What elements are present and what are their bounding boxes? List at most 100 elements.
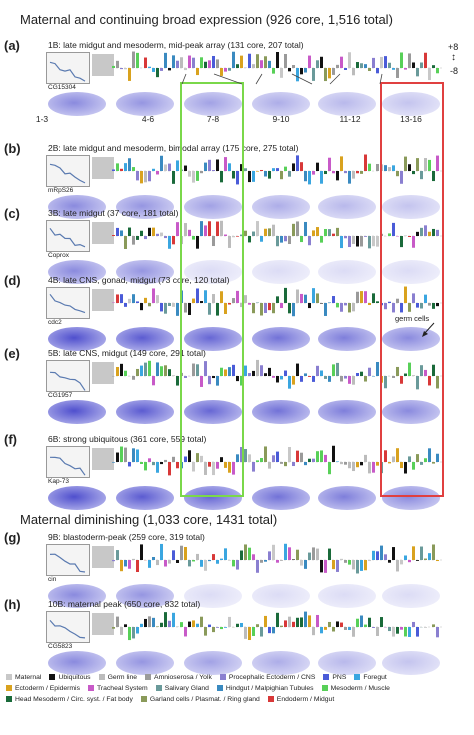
annotation-bar (292, 223, 295, 236)
annotation-bar (420, 62, 423, 68)
maternal-block (92, 222, 114, 244)
annotation-bar-strip (112, 611, 442, 641)
annotation-bar (428, 68, 431, 81)
annotation-bar (236, 454, 239, 462)
annotation-bar (180, 545, 183, 560)
annotation-bar (360, 63, 363, 68)
annotation-bar (424, 52, 427, 68)
annotation-bar (424, 369, 427, 376)
annotation-bar (188, 560, 191, 567)
annotation-bar (248, 236, 251, 243)
legend-swatch (98, 674, 105, 681)
legend-swatch (216, 685, 223, 692)
annotation-bar (312, 230, 315, 236)
annotation-bar (264, 446, 267, 462)
legend-item: Ubiquitous (49, 672, 91, 683)
panel-label: (g) (4, 530, 21, 545)
annotation-bar (188, 229, 191, 236)
annotation-bar (120, 446, 123, 462)
annotation-bar (368, 367, 371, 376)
annotation-bar (404, 68, 407, 70)
annotation-bar (220, 220, 223, 236)
annotation-bar (364, 624, 367, 627)
annotation-bar (328, 621, 331, 627)
stage-label-6: 13-16 (400, 114, 422, 124)
legend-label: Endoderm / Midgut (276, 696, 335, 703)
annotation-bar (148, 303, 151, 307)
annotation-bar (140, 171, 143, 184)
embryo-image (48, 327, 106, 351)
expression-profile-thumbnail (46, 220, 90, 252)
annotation-bar (264, 560, 267, 562)
legend-item: Maternal (6, 672, 41, 683)
gene-name: mRpS26 (48, 187, 74, 194)
annotation-bar (132, 236, 135, 245)
annotation-bar (432, 544, 435, 560)
annotation-bar (140, 462, 143, 464)
legend-item: Garland cells / Plasmat. / Ring gland (140, 694, 260, 705)
germ-cells-annotation: germ cells (395, 314, 430, 323)
annotation-bar-strip (112, 51, 442, 82)
annotation-bar (380, 545, 383, 560)
annotation-bar (392, 165, 395, 171)
annotation-bar (292, 163, 295, 171)
annotation-bar (172, 303, 175, 307)
annotation-bar (376, 68, 379, 74)
annotation-bar (288, 616, 291, 627)
annotation-bar (332, 68, 335, 75)
annotation-bar (404, 286, 407, 303)
annotation-bar (412, 62, 415, 68)
annotation-bar (168, 462, 171, 476)
annotation-bar (320, 370, 323, 376)
annotation-bar (284, 236, 287, 242)
embryo-image (252, 195, 310, 219)
legend-swatch (321, 685, 328, 692)
annotation-bar (152, 288, 155, 303)
annotation-bar (140, 623, 143, 627)
annotation-bar (156, 171, 159, 175)
annotation-bar (260, 236, 263, 242)
annotation-bar (352, 560, 355, 570)
annotation-bar (200, 376, 203, 387)
annotation-bar (356, 171, 359, 174)
annotation-bar (348, 171, 351, 184)
panel-description: 6B: strong ubiquitous (361 core, 559 tot… (48, 434, 207, 444)
embryo-image (382, 584, 440, 608)
annotation-bar (436, 229, 439, 236)
annotation-bar (144, 236, 147, 240)
annotation-bar (156, 462, 159, 473)
annotation-bar (268, 228, 271, 236)
expression-profile-thumbnail (46, 544, 90, 576)
scale-top-label: +8 (448, 42, 459, 52)
annotation-bar (268, 551, 271, 560)
annotation-bar (400, 627, 403, 630)
annotation-bar (400, 236, 403, 248)
annotation-bar (300, 236, 303, 243)
annotation-bar (420, 303, 423, 309)
annotation-bar (240, 622, 243, 627)
connector-line (213, 73, 243, 85)
legend-label: Head Mesoderm / Circ. syst. / Fat body (15, 696, 133, 703)
annotation-bar (228, 68, 231, 71)
annotation-bar (156, 68, 159, 78)
embryo-image (382, 92, 440, 116)
embryo-image (184, 327, 242, 351)
annotation-bar (132, 627, 135, 639)
annotation-bar (308, 376, 311, 377)
annotation-bar (300, 68, 303, 75)
annotation-bar (148, 360, 151, 376)
annotation-bar (416, 376, 419, 390)
legend-item: Germ line (98, 672, 137, 683)
annotation-bar (388, 560, 391, 563)
annotation-bar (404, 627, 407, 637)
annotation-bar (164, 560, 167, 567)
annotation-bar (184, 376, 187, 379)
annotation-bar (244, 365, 247, 376)
annotation-bar (220, 68, 223, 76)
annotation-bar (252, 554, 255, 560)
annotation-bar-strip (112, 286, 442, 317)
annotation-bar (312, 458, 315, 462)
legend-label: Garland cells / Plasmat. / Ring gland (149, 696, 260, 703)
annotation-bar (320, 303, 323, 304)
annotation-bar (112, 235, 115, 236)
